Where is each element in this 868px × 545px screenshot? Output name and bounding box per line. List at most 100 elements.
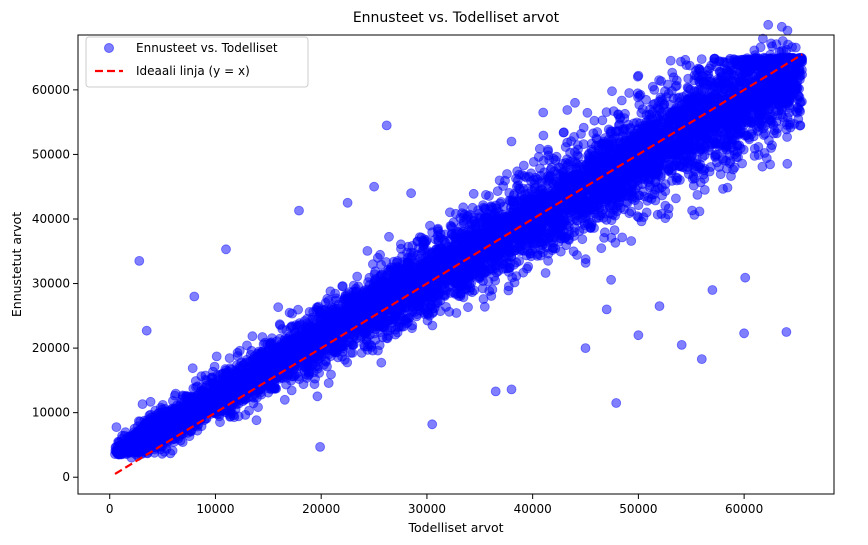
data-point bbox=[782, 132, 792, 142]
data-point bbox=[111, 422, 122, 433]
data-point bbox=[665, 55, 676, 66]
data-point bbox=[511, 271, 522, 282]
data-point bbox=[548, 243, 559, 254]
data-point bbox=[211, 351, 222, 362]
data-point bbox=[683, 73, 694, 84]
data-point bbox=[582, 107, 593, 118]
data-point bbox=[287, 308, 298, 319]
data-point bbox=[407, 240, 418, 251]
data-point bbox=[538, 130, 549, 141]
data-point bbox=[377, 332, 388, 343]
data-point bbox=[606, 274, 616, 285]
data-point bbox=[656, 208, 667, 219]
data-point bbox=[480, 189, 491, 200]
data-point bbox=[187, 363, 198, 374]
data-point bbox=[518, 160, 529, 171]
data-point bbox=[522, 263, 532, 274]
data-point bbox=[528, 156, 539, 167]
data-point bbox=[450, 208, 461, 219]
data-point bbox=[698, 169, 709, 180]
data-point bbox=[635, 89, 646, 100]
data-point bbox=[543, 144, 553, 155]
data-point bbox=[362, 245, 373, 256]
data-point bbox=[689, 209, 700, 220]
data-point bbox=[337, 281, 348, 292]
data-point bbox=[785, 122, 796, 133]
data-point bbox=[759, 148, 770, 158]
data-point bbox=[562, 105, 573, 115]
data-point bbox=[427, 320, 438, 331]
data-point bbox=[569, 147, 580, 157]
data-point bbox=[540, 268, 551, 278]
data-point bbox=[458, 202, 469, 213]
data-point bbox=[444, 306, 455, 317]
data-point bbox=[279, 394, 290, 405]
data-point bbox=[326, 369, 336, 380]
points-layer bbox=[110, 19, 808, 463]
data-point bbox=[601, 107, 612, 117]
data-point bbox=[699, 184, 710, 195]
data-point bbox=[498, 181, 509, 191]
data-point bbox=[749, 143, 760, 154]
data-point bbox=[641, 207, 652, 218]
data-point bbox=[534, 143, 545, 154]
data-point bbox=[370, 266, 381, 277]
data-point bbox=[609, 225, 620, 236]
data-point bbox=[576, 128, 586, 139]
data-point bbox=[251, 415, 262, 426]
data-point bbox=[468, 188, 479, 199]
data-point bbox=[626, 236, 637, 246]
data-point bbox=[696, 54, 707, 64]
data-point bbox=[425, 220, 435, 231]
data-point bbox=[688, 171, 699, 182]
data-point bbox=[572, 250, 582, 260]
data-point bbox=[384, 231, 394, 242]
data-point bbox=[550, 155, 561, 166]
data-point bbox=[502, 169, 512, 179]
data-point bbox=[558, 127, 569, 138]
data-point bbox=[519, 171, 530, 182]
data-point bbox=[372, 252, 383, 263]
data-point bbox=[478, 294, 489, 304]
data-point bbox=[113, 436, 124, 447]
data-point bbox=[782, 158, 793, 169]
data-point bbox=[352, 271, 363, 282]
data-point bbox=[463, 302, 473, 313]
data-point bbox=[624, 88, 635, 98]
data-point bbox=[376, 357, 387, 368]
data-point bbox=[137, 399, 148, 410]
data-point bbox=[692, 189, 703, 200]
data-point bbox=[671, 193, 681, 204]
data-point bbox=[757, 161, 768, 172]
data-point bbox=[322, 293, 333, 304]
data-point bbox=[312, 391, 323, 402]
data-point bbox=[616, 95, 627, 106]
data-point bbox=[165, 448, 176, 459]
data-point bbox=[495, 198, 505, 209]
data-point bbox=[597, 115, 608, 126]
data-point bbox=[512, 166, 523, 177]
data-point bbox=[729, 162, 740, 173]
data-point bbox=[435, 232, 446, 243]
data-point bbox=[257, 332, 268, 342]
data-point bbox=[487, 284, 498, 295]
data-point bbox=[244, 405, 254, 416]
data-point bbox=[286, 385, 297, 396]
data-point bbox=[392, 256, 403, 266]
data-point bbox=[668, 72, 679, 83]
data-point bbox=[596, 243, 607, 254]
data-point bbox=[145, 396, 156, 407]
data-point bbox=[715, 169, 726, 180]
data-point bbox=[580, 254, 591, 265]
data-point bbox=[617, 232, 628, 243]
data-point bbox=[766, 143, 776, 153]
data-point bbox=[660, 200, 671, 211]
data-point bbox=[273, 302, 284, 313]
data-point bbox=[224, 353, 235, 364]
data-point bbox=[656, 76, 666, 86]
data-point bbox=[599, 232, 609, 243]
data-point bbox=[362, 344, 373, 355]
data-point bbox=[682, 82, 693, 93]
